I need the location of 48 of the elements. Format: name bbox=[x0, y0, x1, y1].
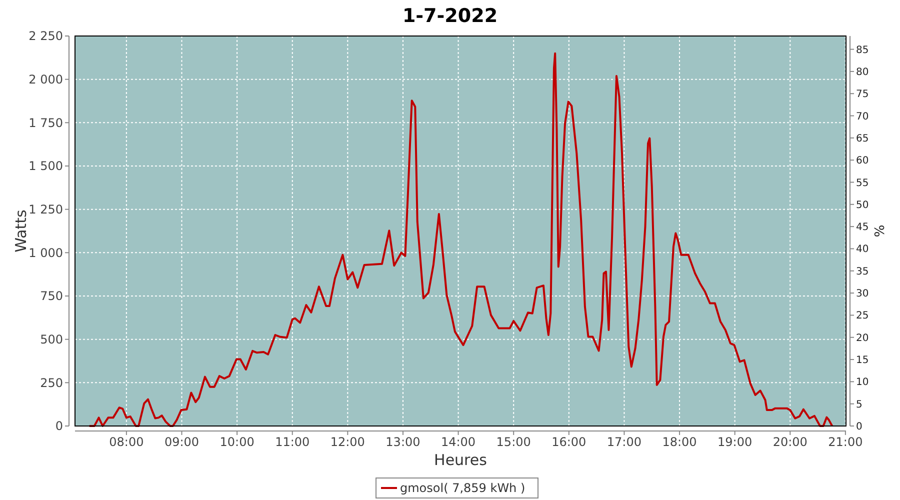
y2-tick-label: 60 bbox=[856, 156, 869, 167]
x-tick-label: 15:00 bbox=[496, 435, 531, 449]
y2-tick-label: 75 bbox=[856, 89, 869, 100]
y2-tick-label: 55 bbox=[856, 178, 869, 189]
y2-tick-label: 85 bbox=[856, 44, 869, 56]
y-tick-label: 2 250 bbox=[28, 29, 63, 44]
line-series bbox=[88, 52, 834, 427]
y-tick-label: 1 750 bbox=[28, 116, 63, 130]
y2-tick-label: 35 bbox=[856, 266, 869, 278]
y-tick-label: 1 000 bbox=[28, 246, 63, 260]
y2-tick-label: 45 bbox=[856, 222, 869, 234]
y-axis-title: Watts bbox=[12, 210, 30, 252]
y2-tick-label: 0 bbox=[856, 422, 862, 432]
y-tick-label: 500 bbox=[40, 332, 63, 347]
x-tick-label: 10:00 bbox=[220, 435, 254, 449]
y2-tick-label: 10 bbox=[856, 377, 869, 388]
y2-tick-label: 30 bbox=[856, 288, 869, 300]
x-tick-label: 16:00 bbox=[552, 435, 586, 449]
x-tick-label: 08:00 bbox=[109, 435, 144, 449]
legend-label: gmosol( 7,859 kWh ) bbox=[400, 481, 526, 496]
x-tick-label: 13:00 bbox=[386, 435, 420, 449]
x-tick-label: 17:00 bbox=[606, 435, 642, 449]
y2-tick-label: 80 bbox=[856, 66, 869, 78]
x-tick-label: 19:00 bbox=[718, 435, 752, 449]
y2-tick-label: 20 bbox=[856, 332, 869, 344]
y2-tick-label: 65 bbox=[856, 133, 869, 144]
x-tick-label: 21:00 bbox=[828, 435, 863, 449]
y2-tick-label: 25 bbox=[856, 310, 869, 322]
x-tick-label: 09:00 bbox=[164, 435, 200, 449]
y2-tick-label: 50 bbox=[856, 200, 869, 211]
y-tick-label: 2 000 bbox=[28, 72, 63, 87]
y-tick-label: 1 250 bbox=[28, 202, 63, 217]
x-axis-title: Heures bbox=[434, 451, 488, 469]
x-tick-label: 18:00 bbox=[662, 435, 697, 449]
y2-tick-label: 15 bbox=[856, 355, 869, 366]
y-tick-label: 250 bbox=[40, 376, 63, 390]
y-tick-label: 1 500 bbox=[28, 159, 63, 174]
y2-axis-title: % bbox=[873, 224, 888, 238]
x-tick-label: 14:00 bbox=[440, 435, 476, 449]
y-tick-label: 0 bbox=[55, 419, 63, 434]
x-tick-label: 11:00 bbox=[275, 435, 310, 449]
x-tick-label: 12:00 bbox=[330, 435, 365, 449]
chart-title: 1-7-2022 bbox=[402, 5, 498, 27]
y2-tick-label: 70 bbox=[856, 111, 869, 122]
y2-tick-label: 5 bbox=[856, 399, 862, 410]
y-tick-label: 750 bbox=[40, 289, 63, 304]
x-tick-label: 20:00 bbox=[772, 435, 808, 449]
y2-tick-label: 40 bbox=[856, 244, 869, 256]
